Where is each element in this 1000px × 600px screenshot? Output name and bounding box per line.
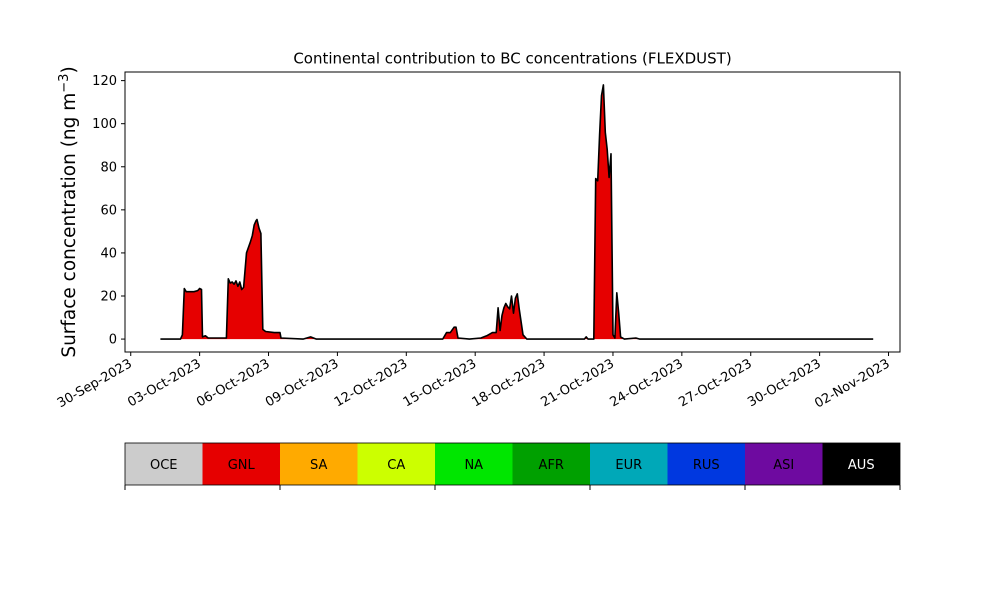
- legend-swatch-na: [435, 443, 513, 485]
- x-tick-label: 06-Oct-2023: [194, 356, 272, 410]
- x-tick-label: 30-Oct-2023: [745, 356, 823, 410]
- legend-swatch-aus: [822, 443, 900, 485]
- x-tick-label: 18-Oct-2023: [470, 356, 548, 410]
- legend-frame: [124, 442, 901, 486]
- series-outline-gnl: [160, 84, 874, 340]
- y-tick-label: 60: [100, 203, 117, 218]
- region-colorbar: OCE GNL SA CA NA AFR EUR RUS ASI AUS: [124, 442, 901, 490]
- x-tick-label: 12-Oct-2023: [332, 356, 410, 410]
- legend-swatch-rus: [667, 443, 745, 485]
- legend-label-sa: SA: [310, 458, 327, 473]
- x-tick-label: 27-Oct-2023: [676, 356, 754, 410]
- x-tick-label: 03-Oct-2023: [125, 356, 203, 410]
- y-tick-label: 100: [92, 117, 117, 132]
- y-axis: 0 20 40 60 80 100 120: [92, 74, 125, 348]
- legend-label-afr: AFR: [539, 458, 564, 473]
- legend-label-oce: OCE: [150, 458, 178, 473]
- legend-label-gnl: GNL: [228, 458, 256, 473]
- plot-area: [160, 84, 874, 340]
- legend-label-aus: AUS: [848, 458, 875, 473]
- legend-label-rus: RUS: [693, 458, 720, 473]
- legend-label-na: NA: [464, 458, 483, 473]
- legend-label-asi: ASI: [773, 458, 794, 473]
- legend-swatch-oce: [125, 443, 203, 485]
- x-tick-label: 30-Sep-2023: [55, 356, 135, 411]
- x-tick-label: 09-Oct-2023: [263, 356, 341, 410]
- y-axis-label-superscript: −3: [57, 74, 72, 93]
- legend-swatch-sa: [280, 443, 358, 485]
- series-area-gnl: [160, 84, 874, 340]
- y-tick-label: 20: [100, 290, 117, 305]
- y-tick-label: 120: [92, 74, 117, 89]
- x-axis: 30-Sep-202303-Oct-202306-Oct-202309-Oct-…: [55, 352, 893, 411]
- y-axis-label: Surface concentration (ng m−3): [57, 66, 80, 357]
- y-tick-label: 40: [100, 246, 117, 261]
- x-tick-label: 02-Nov-2023: [812, 356, 892, 411]
- legend-label-ca: CA: [387, 458, 405, 473]
- y-tick-label: 0: [109, 333, 117, 348]
- legend-label-eur: EUR: [615, 458, 642, 473]
- legend-swatch-eur: [590, 443, 668, 485]
- legend-swatch-gnl: [202, 443, 280, 485]
- y-tick-label: 80: [100, 160, 117, 175]
- legend-swatch-ca: [357, 443, 435, 485]
- plot-frame: [124, 71, 901, 353]
- x-tick-label: 15-Oct-2023: [401, 356, 479, 410]
- chart-title: Continental contribution to BC concentra…: [293, 50, 731, 68]
- legend-swatch-asi: [745, 443, 823, 485]
- x-tick-label: 24-Oct-2023: [607, 356, 685, 410]
- legend-swatch-afr: [512, 443, 590, 485]
- x-tick-label: 21-Oct-2023: [539, 356, 617, 410]
